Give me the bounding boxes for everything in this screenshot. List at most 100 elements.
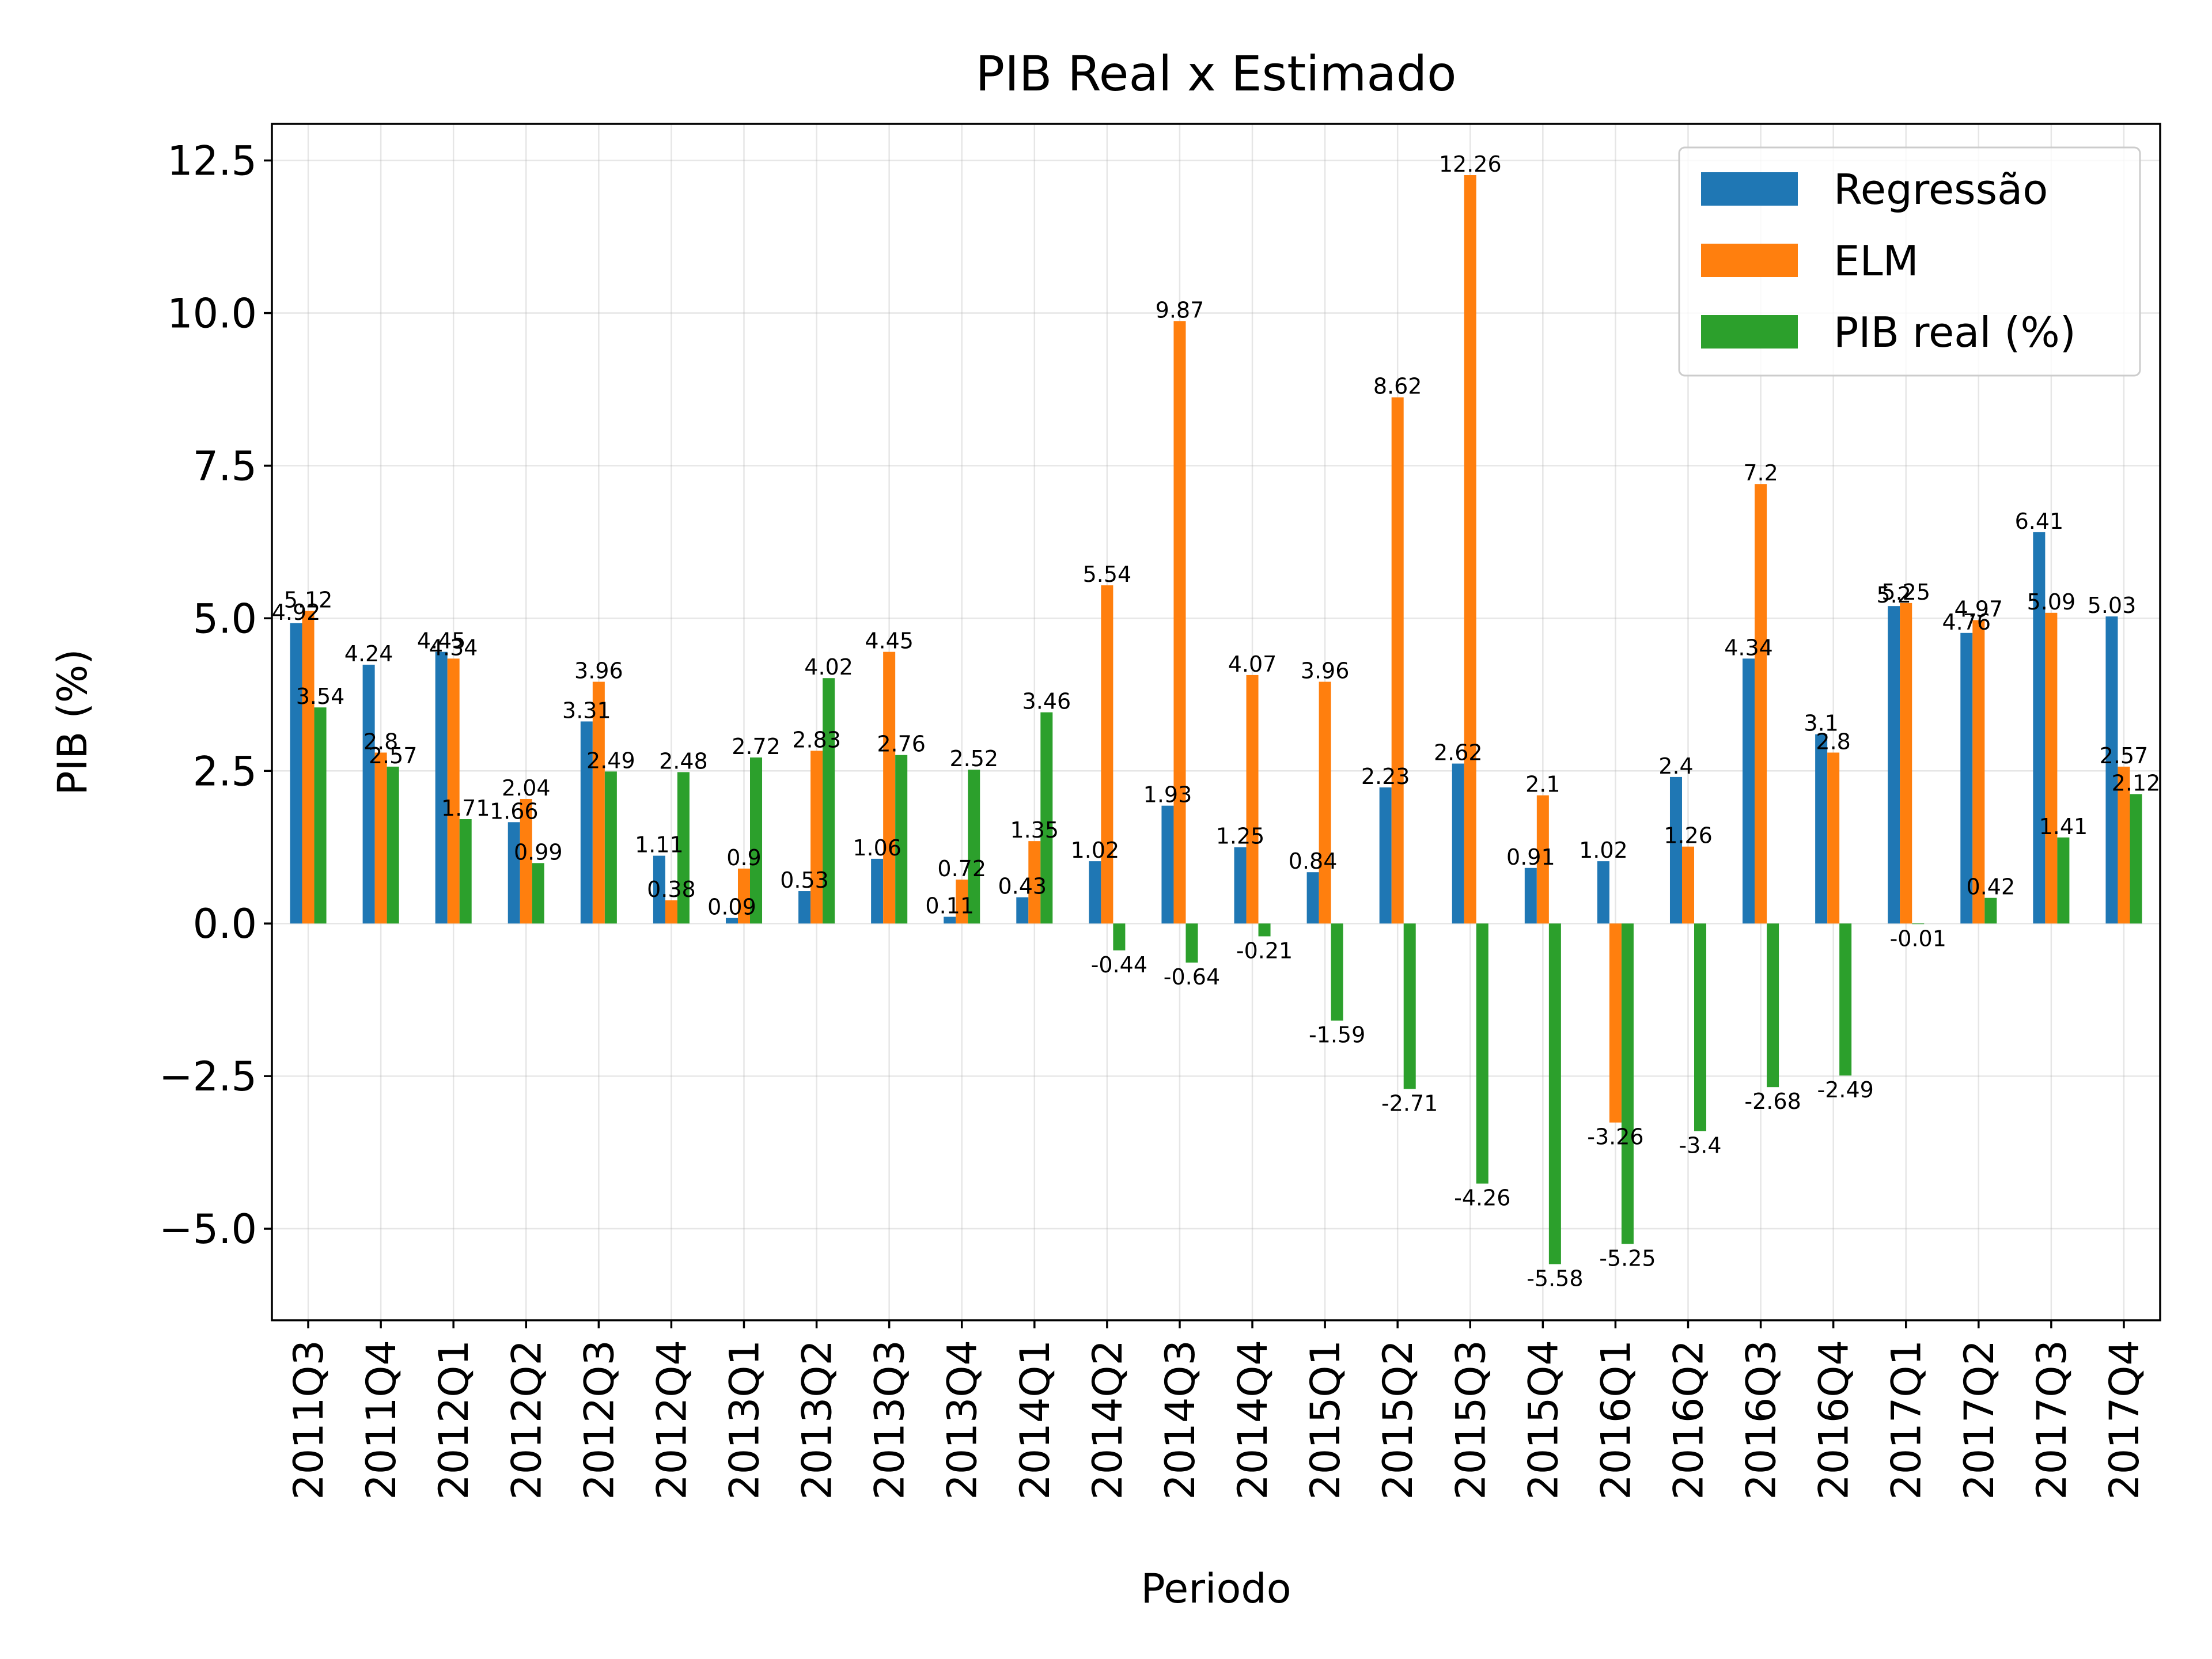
data-label: -1.59: [1309, 1022, 1365, 1048]
bar: [1827, 752, 1840, 924]
data-label: 3.31: [562, 698, 611, 723]
bar: [1960, 632, 1973, 924]
bar: [1113, 923, 1126, 950]
data-label: 4.45: [417, 628, 466, 654]
bar: [2105, 616, 2118, 924]
data-label: 2.76: [877, 732, 926, 757]
bar: [290, 623, 302, 924]
data-label: 1.93: [1143, 782, 1192, 808]
data-label: 0.84: [1289, 849, 1338, 874]
data-label: 4.97: [1955, 597, 2003, 622]
bar: [968, 770, 980, 924]
x-tick-label: 2011Q3: [285, 1340, 332, 1500]
bar: [1743, 658, 1755, 924]
data-label: -0.21: [1236, 938, 1293, 963]
bar: [362, 664, 375, 924]
data-label: 3.96: [574, 658, 623, 684]
data-label: 1.66: [490, 798, 539, 824]
bar: [2033, 532, 2046, 924]
data-label: 1.11: [635, 832, 684, 858]
bar: [1681, 846, 1695, 924]
legend: Regressão ELM PIB real (%): [1678, 146, 2141, 377]
bar: [2045, 612, 2058, 924]
bar: [387, 766, 399, 924]
bar: [532, 863, 544, 924]
data-label: 2.62: [1434, 740, 1483, 766]
data-label: -5.25: [1599, 1246, 1656, 1271]
data-label: -5.58: [1527, 1266, 1583, 1291]
bar: [1524, 868, 1537, 924]
data-label: 9.87: [1156, 297, 1205, 323]
data-label: 4.34: [429, 635, 478, 660]
data-label: 6.41: [2015, 509, 2064, 534]
bar: [1246, 675, 1259, 924]
data-label: 2.57: [369, 743, 418, 768]
data-label: 2.72: [732, 734, 781, 759]
data-label: -2.71: [1381, 1090, 1438, 1116]
data-label: 4.45: [865, 628, 914, 654]
bar: [507, 822, 520, 924]
legend-swatch: [1701, 172, 1798, 206]
data-label: 2.83: [792, 727, 841, 752]
data-label: 2.52: [949, 746, 998, 771]
data-label: 4.02: [804, 654, 853, 680]
data-label: -4.26: [1454, 1185, 1510, 1211]
bar: [1767, 923, 1779, 1088]
bar: [1669, 777, 1682, 924]
data-label: 2.49: [586, 748, 635, 773]
data-label: 0.11: [925, 893, 974, 919]
x-tick-label: 2014Q1: [1012, 1340, 1059, 1500]
data-label: 4.07: [1228, 652, 1277, 677]
bar: [447, 658, 460, 924]
data-label: 3.54: [296, 684, 345, 709]
data-label: 5.12: [284, 588, 333, 613]
data-label: 1.06: [853, 835, 902, 861]
y-tick-label: 7.5: [193, 442, 257, 490]
x-tick-label: 2013Q1: [721, 1340, 768, 1500]
bar: [1101, 585, 1113, 924]
x-tick-label: 2014Q2: [1084, 1340, 1131, 1500]
data-label: 5.09: [2027, 589, 2076, 615]
data-label: -2.68: [1744, 1089, 1801, 1114]
x-tick-label: 2016Q1: [1592, 1340, 1639, 1500]
bar: [592, 681, 605, 924]
bar: [944, 916, 956, 924]
data-label: 2.8: [363, 729, 398, 754]
x-tick-label: 2015Q1: [1302, 1340, 1349, 1500]
bar: [520, 799, 532, 924]
data-label: 2.48: [659, 748, 708, 774]
bar: [314, 707, 327, 924]
bar: [435, 652, 448, 924]
bar: [1403, 923, 1416, 1089]
bar: [1028, 841, 1041, 924]
legend-swatch: [1701, 244, 1798, 277]
data-label: 2.23: [1361, 764, 1410, 789]
x-tick-label: 2016Q3: [1738, 1340, 1785, 1500]
bar: [1888, 606, 1900, 924]
bar: [1040, 712, 1053, 924]
data-label: 0.53: [780, 868, 829, 893]
bar: [677, 772, 690, 924]
x-tick-label: 2015Q4: [1520, 1340, 1567, 1500]
x-tick-label: 2013Q4: [939, 1340, 986, 1500]
y-axis-label: PIB (%): [49, 649, 96, 795]
x-tick-label: 2017Q4: [2101, 1340, 2148, 1500]
x-tick-label: 2014Q3: [1157, 1340, 1204, 1500]
data-label: 2.8: [1816, 729, 1850, 754]
x-tick-label: 2011Q4: [358, 1340, 405, 1500]
data-label: 8.62: [1373, 374, 1422, 399]
bar: [1464, 175, 1476, 924]
data-label: 1.41: [2039, 814, 2088, 839]
bar: [1621, 923, 1634, 1244]
bar: [302, 611, 315, 924]
x-tick-label: 2012Q2: [503, 1340, 550, 1500]
bar: [725, 918, 738, 924]
bar: [1391, 397, 1404, 924]
data-label: 5.03: [2088, 593, 2137, 618]
x-tick-label: 2015Q2: [1374, 1340, 1422, 1500]
data-label: 1.02: [1071, 838, 1120, 863]
x-tick-label: 2013Q2: [794, 1340, 841, 1500]
legend-label: ELM: [1834, 237, 1919, 285]
bar: [1815, 734, 1828, 924]
